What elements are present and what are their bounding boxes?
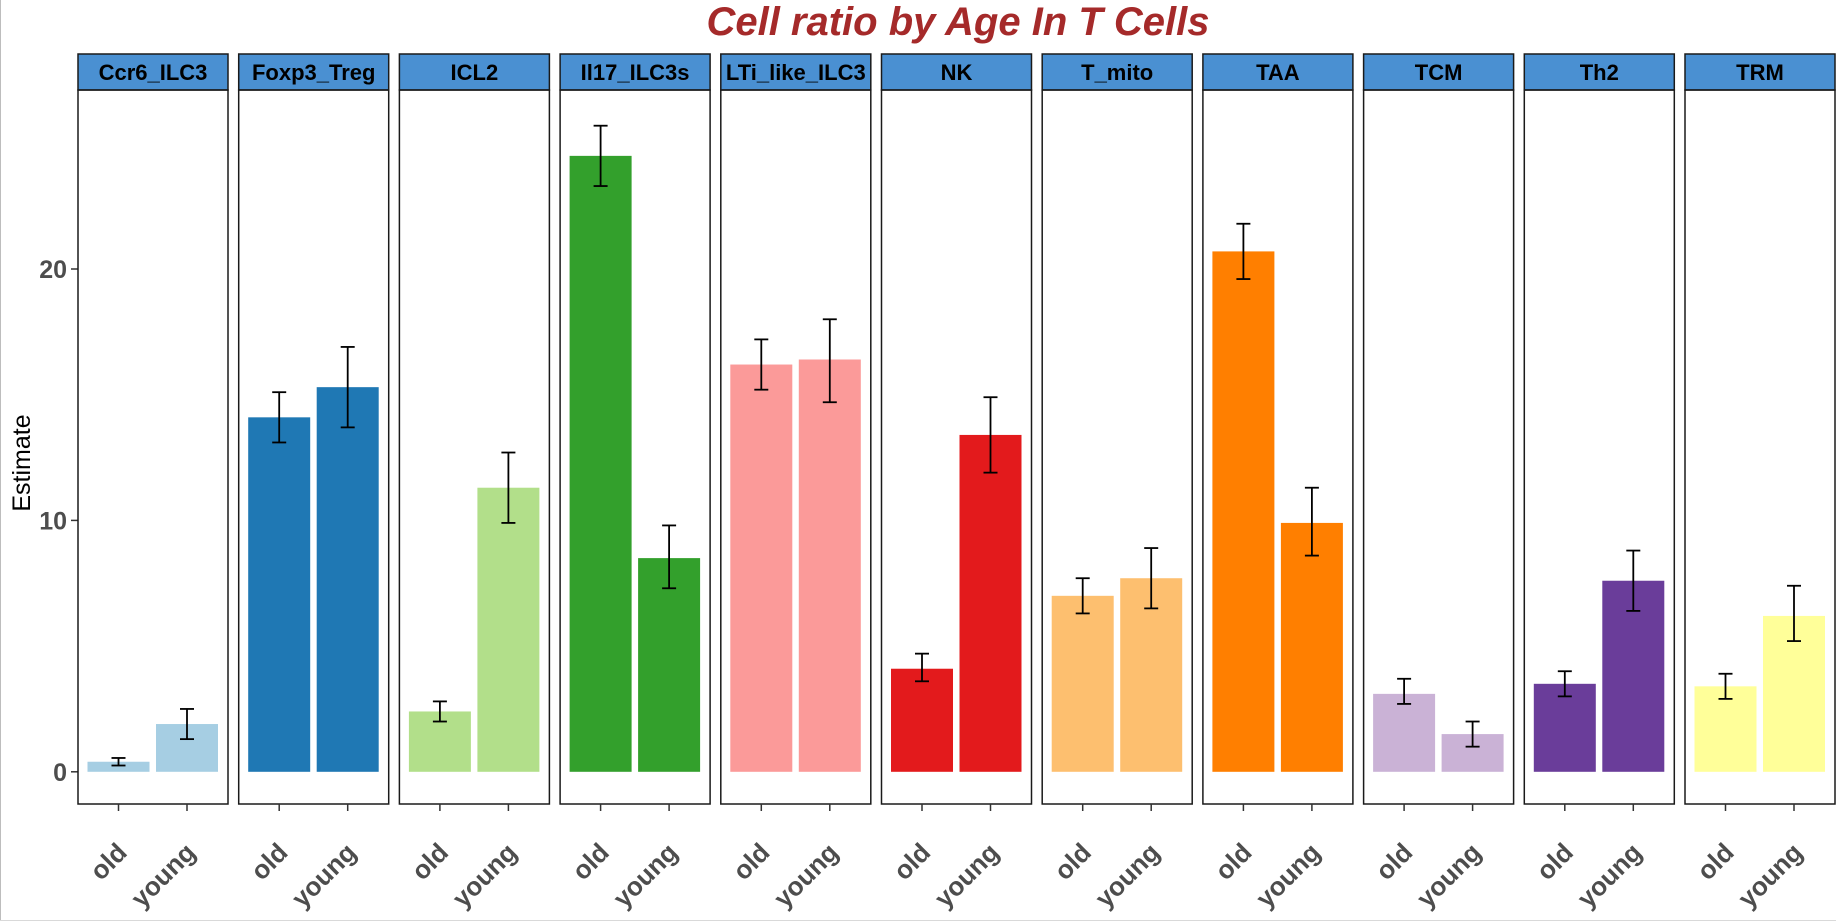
panel-border [1523, 89, 1676, 805]
bar-old [569, 155, 632, 772]
facet-strip [880, 53, 1033, 91]
facet-strip [720, 53, 872, 91]
y-tick-label: 20 [39, 256, 67, 284]
facet-strip-label: TRM [1736, 60, 1784, 85]
bar-young [638, 558, 701, 772]
facet-strip-label: Th2 [1580, 60, 1619, 85]
facet-strip [1523, 53, 1676, 91]
facet-strip [1041, 53, 1193, 91]
panel-border [1684, 89, 1836, 805]
facet-strip-label: TAA [1256, 60, 1300, 85]
panel-border [880, 89, 1033, 805]
bar-old [248, 417, 311, 772]
panel-border [237, 89, 390, 805]
bar-old [1051, 595, 1114, 772]
panel-border [398, 89, 551, 805]
bar-young [959, 434, 1022, 772]
facet-strip-label: Foxp3_Treg [252, 60, 375, 85]
bar-young [1280, 522, 1343, 772]
y-axis: 0 10 20 [39, 256, 78, 787]
facet-strip-label: Ccr6_ILC3 [99, 60, 208, 85]
facet-strip [1202, 53, 1354, 91]
bar-old [1533, 683, 1596, 772]
facet-strip [77, 53, 229, 91]
facet-panels: Ccr6_ILC3oldyoungFoxp3_TregoldyoungICL2o… [77, 53, 1836, 913]
y-axis-label: Estimate [8, 414, 36, 511]
facet-strip-label: T_mito [1081, 60, 1153, 85]
chart-title: Cell ratio by Age In T Cells [706, 0, 1209, 44]
panel-border [1362, 89, 1515, 805]
bar-young [1602, 580, 1665, 772]
panel-border [77, 89, 229, 805]
bar-old [730, 364, 793, 772]
facet-strip-label: ICL2 [451, 60, 499, 85]
bar-old [1694, 686, 1757, 772]
facet-strip [1684, 53, 1836, 91]
y-tick-label: 10 [39, 507, 67, 535]
bar-young [798, 359, 861, 772]
bar-young [316, 387, 379, 772]
y-tick-label: 0 [53, 759, 67, 787]
facet-strip-label: NK [941, 60, 973, 85]
bar-old [1373, 693, 1436, 772]
panel-border [1202, 89, 1354, 805]
panel-border [559, 89, 711, 805]
facet-strip-label: Il17_ILC3s [581, 60, 690, 85]
facet-strip [1362, 53, 1515, 91]
bar-old [891, 668, 953, 772]
panel-border [720, 89, 872, 805]
bar-young [1120, 578, 1183, 772]
facet-strip-label: TCM [1415, 60, 1463, 85]
bar-old [1212, 251, 1275, 772]
bar-young [477, 487, 540, 772]
panel-border [1041, 89, 1193, 805]
bar-old [87, 761, 150, 772]
facet-strip-label: LTi_like_ILC3 [726, 60, 866, 85]
